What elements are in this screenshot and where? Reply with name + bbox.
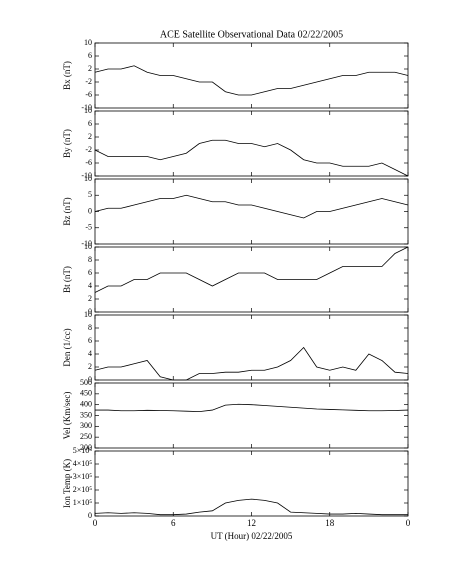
y-tick-label: 2 xyxy=(88,362,92,371)
y-tick-label: 4 xyxy=(88,349,92,358)
y-tick-label: 6 xyxy=(88,268,92,277)
y-tick-label: 2 xyxy=(88,64,92,73)
y-tick-label: 4×10⁵ xyxy=(73,459,93,468)
y-tick-label: -2 xyxy=(85,145,92,154)
y-tick-label: 4 xyxy=(88,281,92,290)
data-line xyxy=(94,139,409,177)
y-tick-label: -10 xyxy=(81,171,92,180)
y-tick-label: 450 xyxy=(80,389,92,398)
y-axis-label: Vel (Km/sec) xyxy=(62,392,72,440)
y-tick-label: 6 xyxy=(88,119,92,128)
x-tick-label: 12 xyxy=(247,518,256,528)
y-axis-label: By (nT) xyxy=(62,129,72,158)
y-tick-label: 5 xyxy=(88,190,92,199)
x-tick-label: 0 xyxy=(93,518,98,528)
y-tick-label: 10 xyxy=(84,174,92,183)
y-tick-label: -10 xyxy=(81,239,92,248)
y-axis-label: Den (1/cc) xyxy=(62,328,72,366)
data-line xyxy=(94,346,409,381)
y-axis-label: Ion Temp (K) xyxy=(62,459,72,508)
y-tick-label: -2 xyxy=(85,77,92,86)
y-tick-label: 6 xyxy=(88,51,92,60)
y-tick-label: 2 xyxy=(88,132,92,141)
y-tick-label: 3×10⁵ xyxy=(73,472,93,481)
panel-frame xyxy=(94,42,409,109)
y-axis-label: Bt (nT) xyxy=(62,266,72,293)
data-line xyxy=(94,498,408,516)
y-tick-label: 400 xyxy=(80,399,92,408)
data-line xyxy=(95,403,409,413)
y-tick-label: 500 xyxy=(80,378,92,387)
data-line xyxy=(94,246,409,293)
y-tick-label: 10 xyxy=(84,106,92,115)
y-tick-label: 2 xyxy=(88,294,92,303)
y-tick-label: 8 xyxy=(88,323,92,332)
y-tick-label: 10 xyxy=(84,310,92,319)
panel-frame xyxy=(94,450,409,517)
y-tick-label: 8 xyxy=(88,255,92,264)
y-tick-label: 0 xyxy=(88,511,92,520)
data-line xyxy=(94,194,409,219)
y-tick-label: 2×10⁵ xyxy=(73,485,93,494)
y-tick-label: 1×10⁵ xyxy=(73,498,93,507)
y-tick-label: -6 xyxy=(85,158,92,167)
y-axis-label: Bz (nT) xyxy=(62,197,72,225)
y-tick-label: 10 xyxy=(84,38,92,47)
y-tick-label: 250 xyxy=(80,432,92,441)
y-tick-label: -6 xyxy=(85,90,92,99)
x-axis-label: UT (Hour) 02/22/2005 xyxy=(211,531,293,541)
x-tick-label: 6 xyxy=(171,518,176,528)
panel-frame xyxy=(94,178,409,245)
y-tick-label: -5 xyxy=(85,223,92,232)
y-tick-label: 0 xyxy=(88,206,92,215)
y-axis-label: Bx (nT) xyxy=(62,61,72,90)
y-tick-label: 10 xyxy=(84,242,92,251)
y-tick-label: 350 xyxy=(80,410,92,419)
x-tick-label: 0 xyxy=(406,518,411,528)
data-line xyxy=(94,65,409,96)
y-tick-label: 0 xyxy=(88,307,92,316)
x-tick-label: 18 xyxy=(325,518,335,528)
chart-title: ACE Satellite Observational Data 02/22/2… xyxy=(160,29,343,40)
y-tick-label: 200 xyxy=(80,443,92,452)
y-tick-label: 6 xyxy=(88,336,92,345)
y-tick-label: 5×10⁵ xyxy=(73,446,93,455)
y-tick-label: -10 xyxy=(81,103,92,112)
y-tick-label: 0 xyxy=(88,375,92,384)
y-tick-label: 300 xyxy=(80,421,92,430)
panel-frame xyxy=(94,382,409,449)
